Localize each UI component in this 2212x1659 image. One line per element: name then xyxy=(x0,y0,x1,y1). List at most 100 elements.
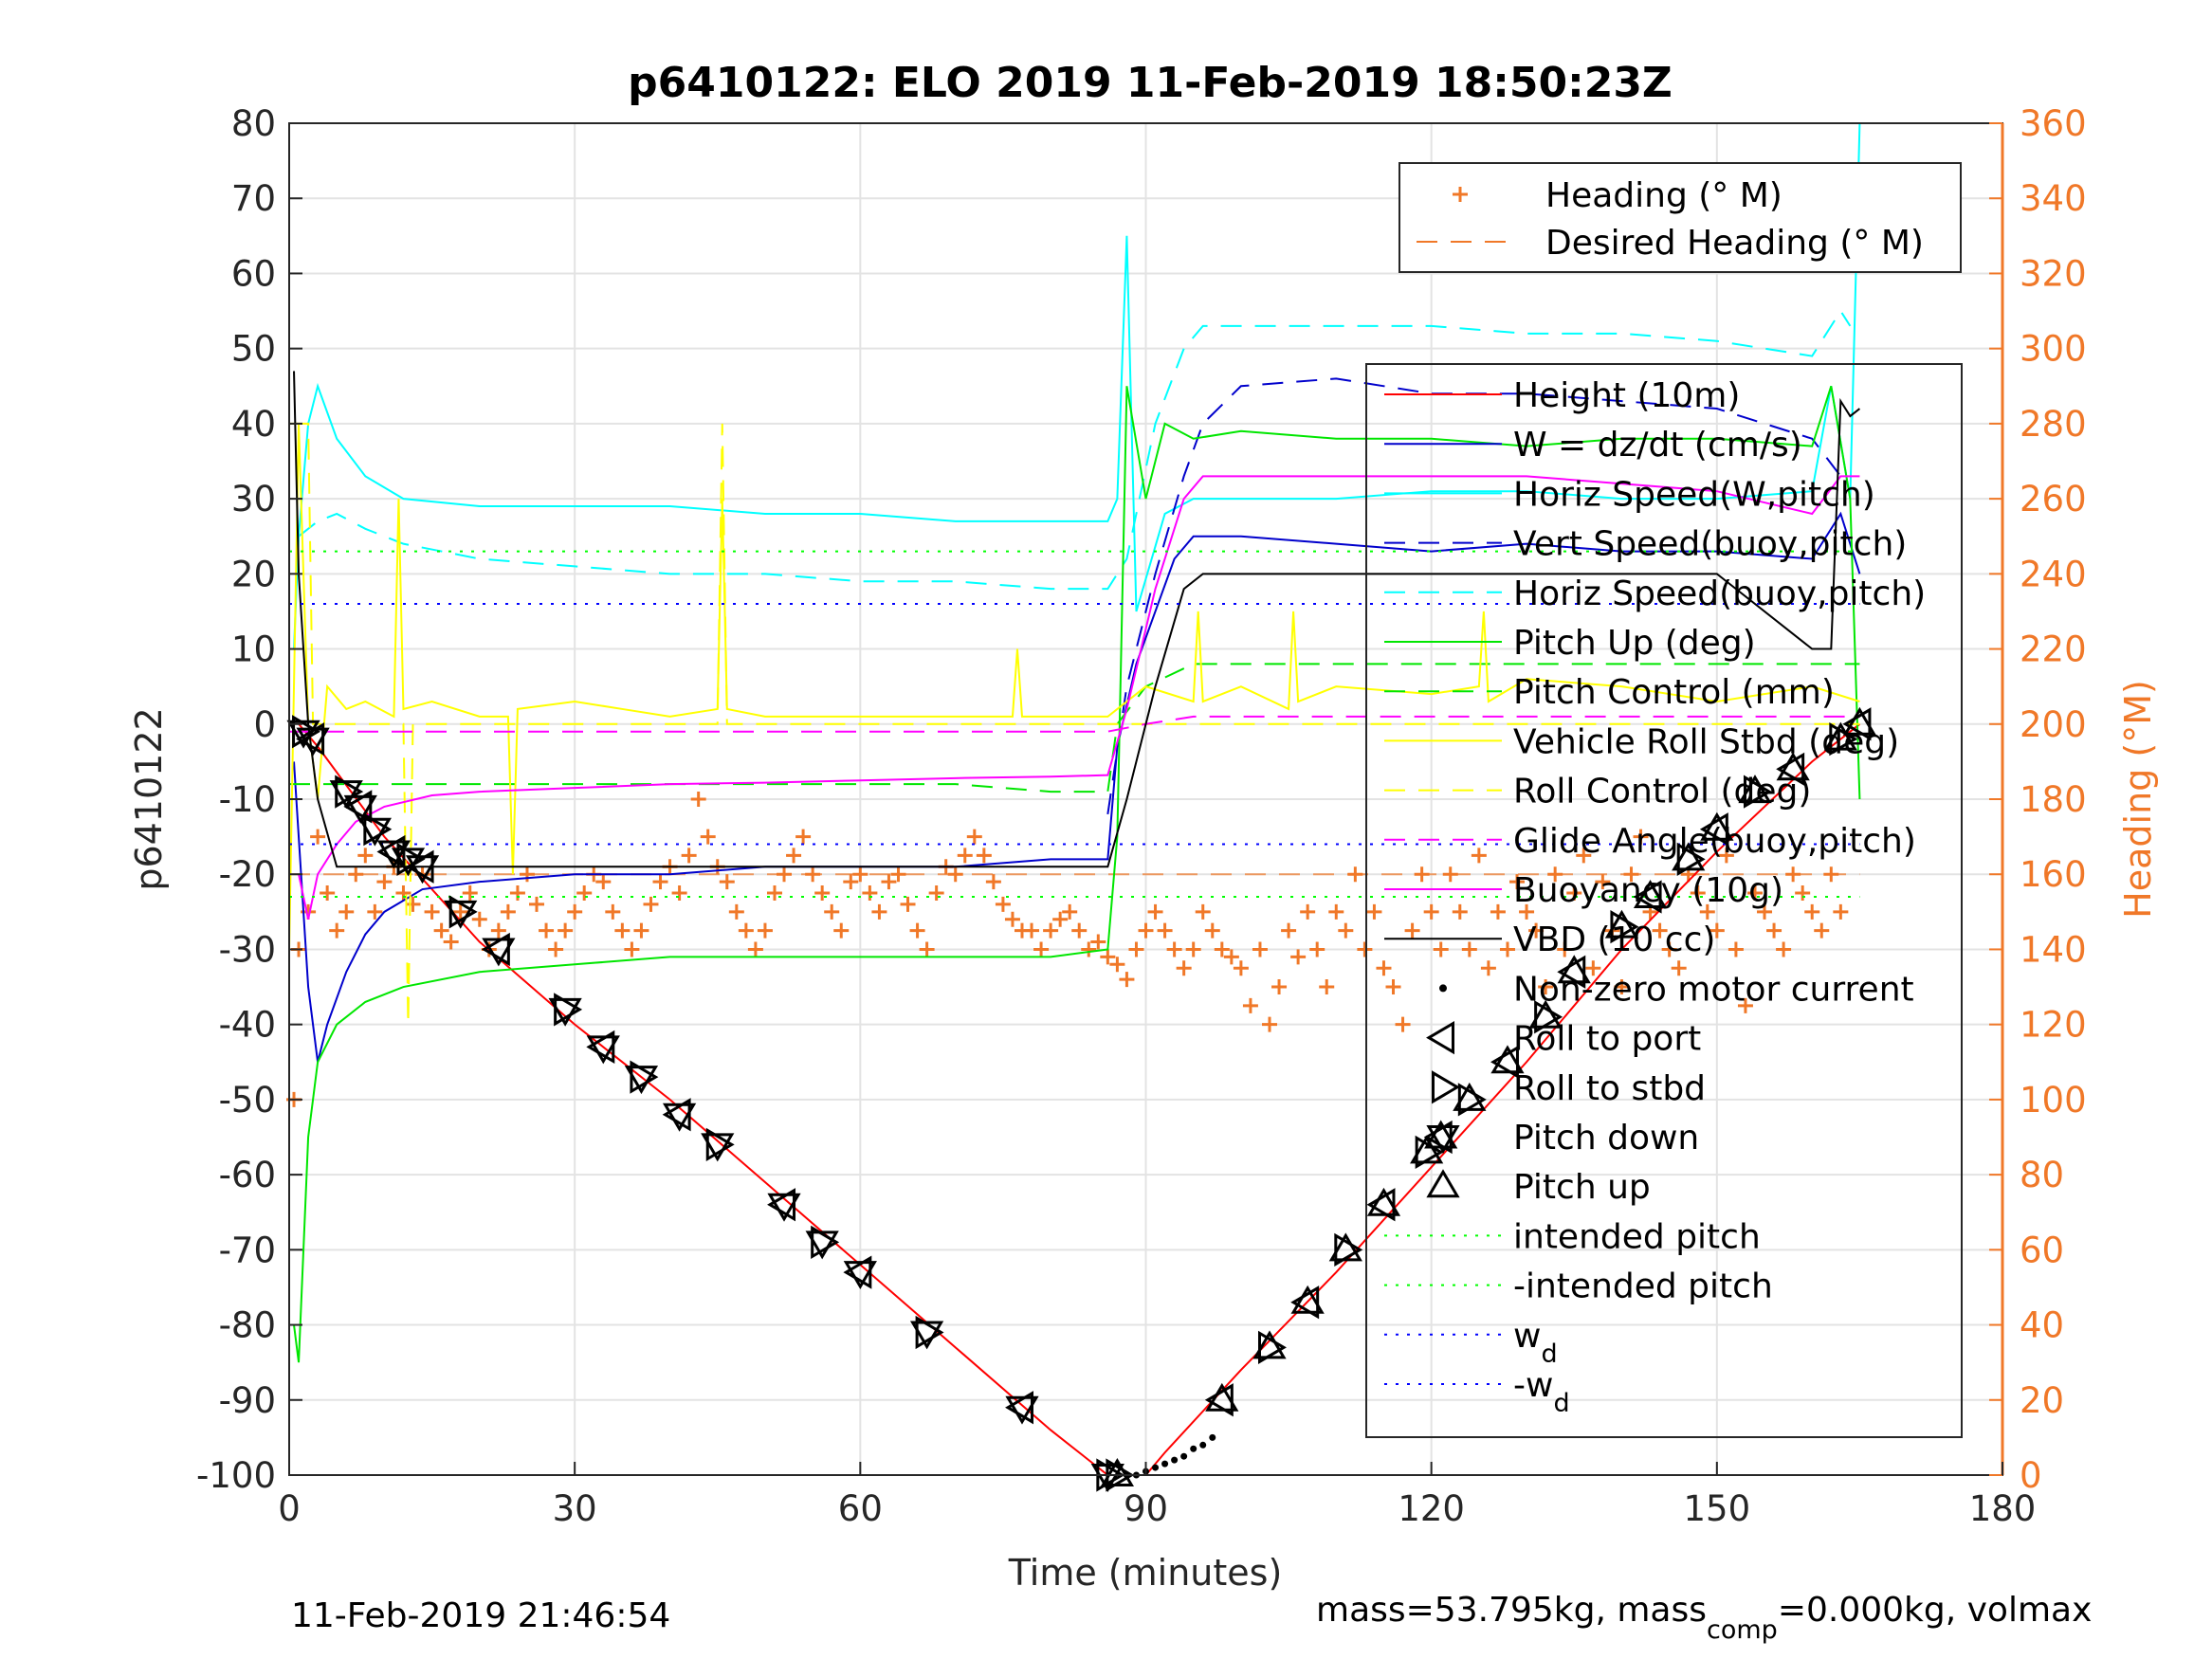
heading-point xyxy=(500,903,516,920)
heading-point xyxy=(320,885,336,902)
heading-point xyxy=(376,874,393,890)
legend-heading-box xyxy=(1398,162,1962,273)
chart-title: p6410122: ELO 2019 11-Feb-2019 18:50:23Z xyxy=(628,59,1673,107)
heading-point xyxy=(1833,903,1849,920)
legend-label-main: w xyxy=(1513,1317,1541,1356)
y-right-tick-label: 280 xyxy=(2020,404,2087,445)
legend-label-main: Vehicle Roll Stbd (deg) xyxy=(1513,722,1899,761)
roll-marker xyxy=(1699,812,1728,847)
heading-point xyxy=(1338,922,1354,939)
roll-marker xyxy=(705,1127,735,1162)
legend-label-main: Roll to port xyxy=(1513,1020,1701,1059)
heading-point xyxy=(957,848,973,864)
y-axis-label: p6410122 xyxy=(128,707,170,890)
series-line xyxy=(293,511,1861,1063)
legend-heading-symbol xyxy=(1453,187,1468,202)
y-tick-label: 40 xyxy=(231,404,276,445)
heading-point xyxy=(1119,972,1135,988)
x-tick-label: 90 xyxy=(1124,1488,1168,1529)
heading-point xyxy=(652,874,668,890)
y-tick-label: -70 xyxy=(219,1230,276,1270)
heading-point xyxy=(605,903,621,920)
heading-point xyxy=(1052,911,1069,927)
heading-point xyxy=(757,922,773,939)
heading-point xyxy=(843,874,859,890)
right-y-axis: 3603403203002802602402202001801601401201… xyxy=(1989,103,2087,1496)
heading-point xyxy=(1814,922,1830,939)
roll-marker xyxy=(554,993,583,1027)
legend-label-main: Vert Speed(buoy,pitch) xyxy=(1513,525,1907,564)
y-tick-label: 20 xyxy=(231,554,276,594)
y-tick-label: -100 xyxy=(196,1455,276,1496)
heading-point xyxy=(548,941,564,957)
heading-point xyxy=(1033,941,1050,957)
heading-point xyxy=(1766,922,1782,939)
motor-current-dot xyxy=(1171,1456,1179,1464)
heading-point xyxy=(1385,979,1401,995)
roll-marker xyxy=(1490,1045,1519,1079)
heading-point xyxy=(1252,941,1268,957)
roll-marker xyxy=(1258,1330,1287,1364)
heading-point xyxy=(919,941,935,957)
heading-point xyxy=(1823,866,1839,883)
heading-point xyxy=(558,922,574,939)
footer-mass-part2: =0.000kg, volmax xyxy=(1778,1591,2093,1630)
y-right-tick-label: 340 xyxy=(2020,178,2087,219)
heading-point xyxy=(1699,903,1715,920)
legend-triangle-symbol xyxy=(1426,1169,1460,1198)
heading-point xyxy=(1442,866,1458,883)
heading-point xyxy=(357,848,374,864)
heading-point xyxy=(690,792,706,807)
legend-triangle-symbol xyxy=(1432,1070,1460,1104)
heading-point xyxy=(1652,922,1668,939)
legend-label-main: Pitch down xyxy=(1513,1119,1699,1158)
heading-point xyxy=(1281,922,1297,939)
legend-label: Roll Control (deg) xyxy=(1513,773,1811,811)
heading-point xyxy=(766,885,782,902)
y-tick-label: 10 xyxy=(231,629,276,670)
y-right-tick-label: 360 xyxy=(2020,103,2087,144)
heading-point xyxy=(509,885,525,902)
y-right-tick-label: 320 xyxy=(2020,253,2087,294)
legend-label: W = dz/dt (cm/s) xyxy=(1513,426,1802,465)
roll-marker xyxy=(1334,1232,1363,1267)
roll-marker xyxy=(448,895,478,929)
y-tick-label: -10 xyxy=(219,779,276,820)
roll-marker xyxy=(363,812,393,847)
heading-point xyxy=(1309,941,1325,957)
y-right-tick-label: 180 xyxy=(2020,779,2087,820)
heading-point xyxy=(1795,885,1811,902)
legend-label: Heading (° M) xyxy=(1545,176,1782,215)
heading-point xyxy=(985,874,1001,890)
heading-point xyxy=(1271,979,1288,995)
heading-point xyxy=(1471,848,1487,864)
heading-point xyxy=(367,903,383,920)
roll-marker xyxy=(915,1315,944,1350)
heading-point xyxy=(1195,903,1211,920)
heading-point xyxy=(671,885,687,902)
roll-marker xyxy=(767,1188,796,1222)
heading-point xyxy=(1043,922,1059,939)
heading-point xyxy=(1528,922,1545,939)
x-tick-label: 30 xyxy=(553,1488,597,1529)
heading-point xyxy=(1776,941,1792,957)
heading-point xyxy=(852,866,868,883)
legend-label: -intended pitch xyxy=(1513,1267,1773,1306)
y-right-tick-label: 220 xyxy=(2020,629,2087,670)
heading-point xyxy=(805,866,821,883)
y-right-tick-label: 100 xyxy=(2020,1080,2087,1121)
footer-mass-sub: comp xyxy=(1707,1615,1778,1645)
legend-label-main: Roll Control (deg) xyxy=(1513,773,1811,811)
roll-marker xyxy=(811,1225,840,1260)
heading-point xyxy=(1062,903,1078,920)
footer-mass-part1: mass=53.795kg, mass xyxy=(1316,1591,1707,1630)
heading-point xyxy=(786,848,802,864)
heading-point xyxy=(890,866,906,883)
x-tick-label: 0 xyxy=(278,1488,301,1529)
roll-marker xyxy=(1743,775,1772,809)
legend-heading: Heading (° M) Desired Heading (° M) xyxy=(1398,162,1962,273)
heading-point xyxy=(1109,957,1125,973)
heading-point xyxy=(614,922,631,939)
legend-label-main: Pitch Control (mm) xyxy=(1513,673,1835,712)
legend-label-main: Pitch up xyxy=(1513,1168,1651,1207)
